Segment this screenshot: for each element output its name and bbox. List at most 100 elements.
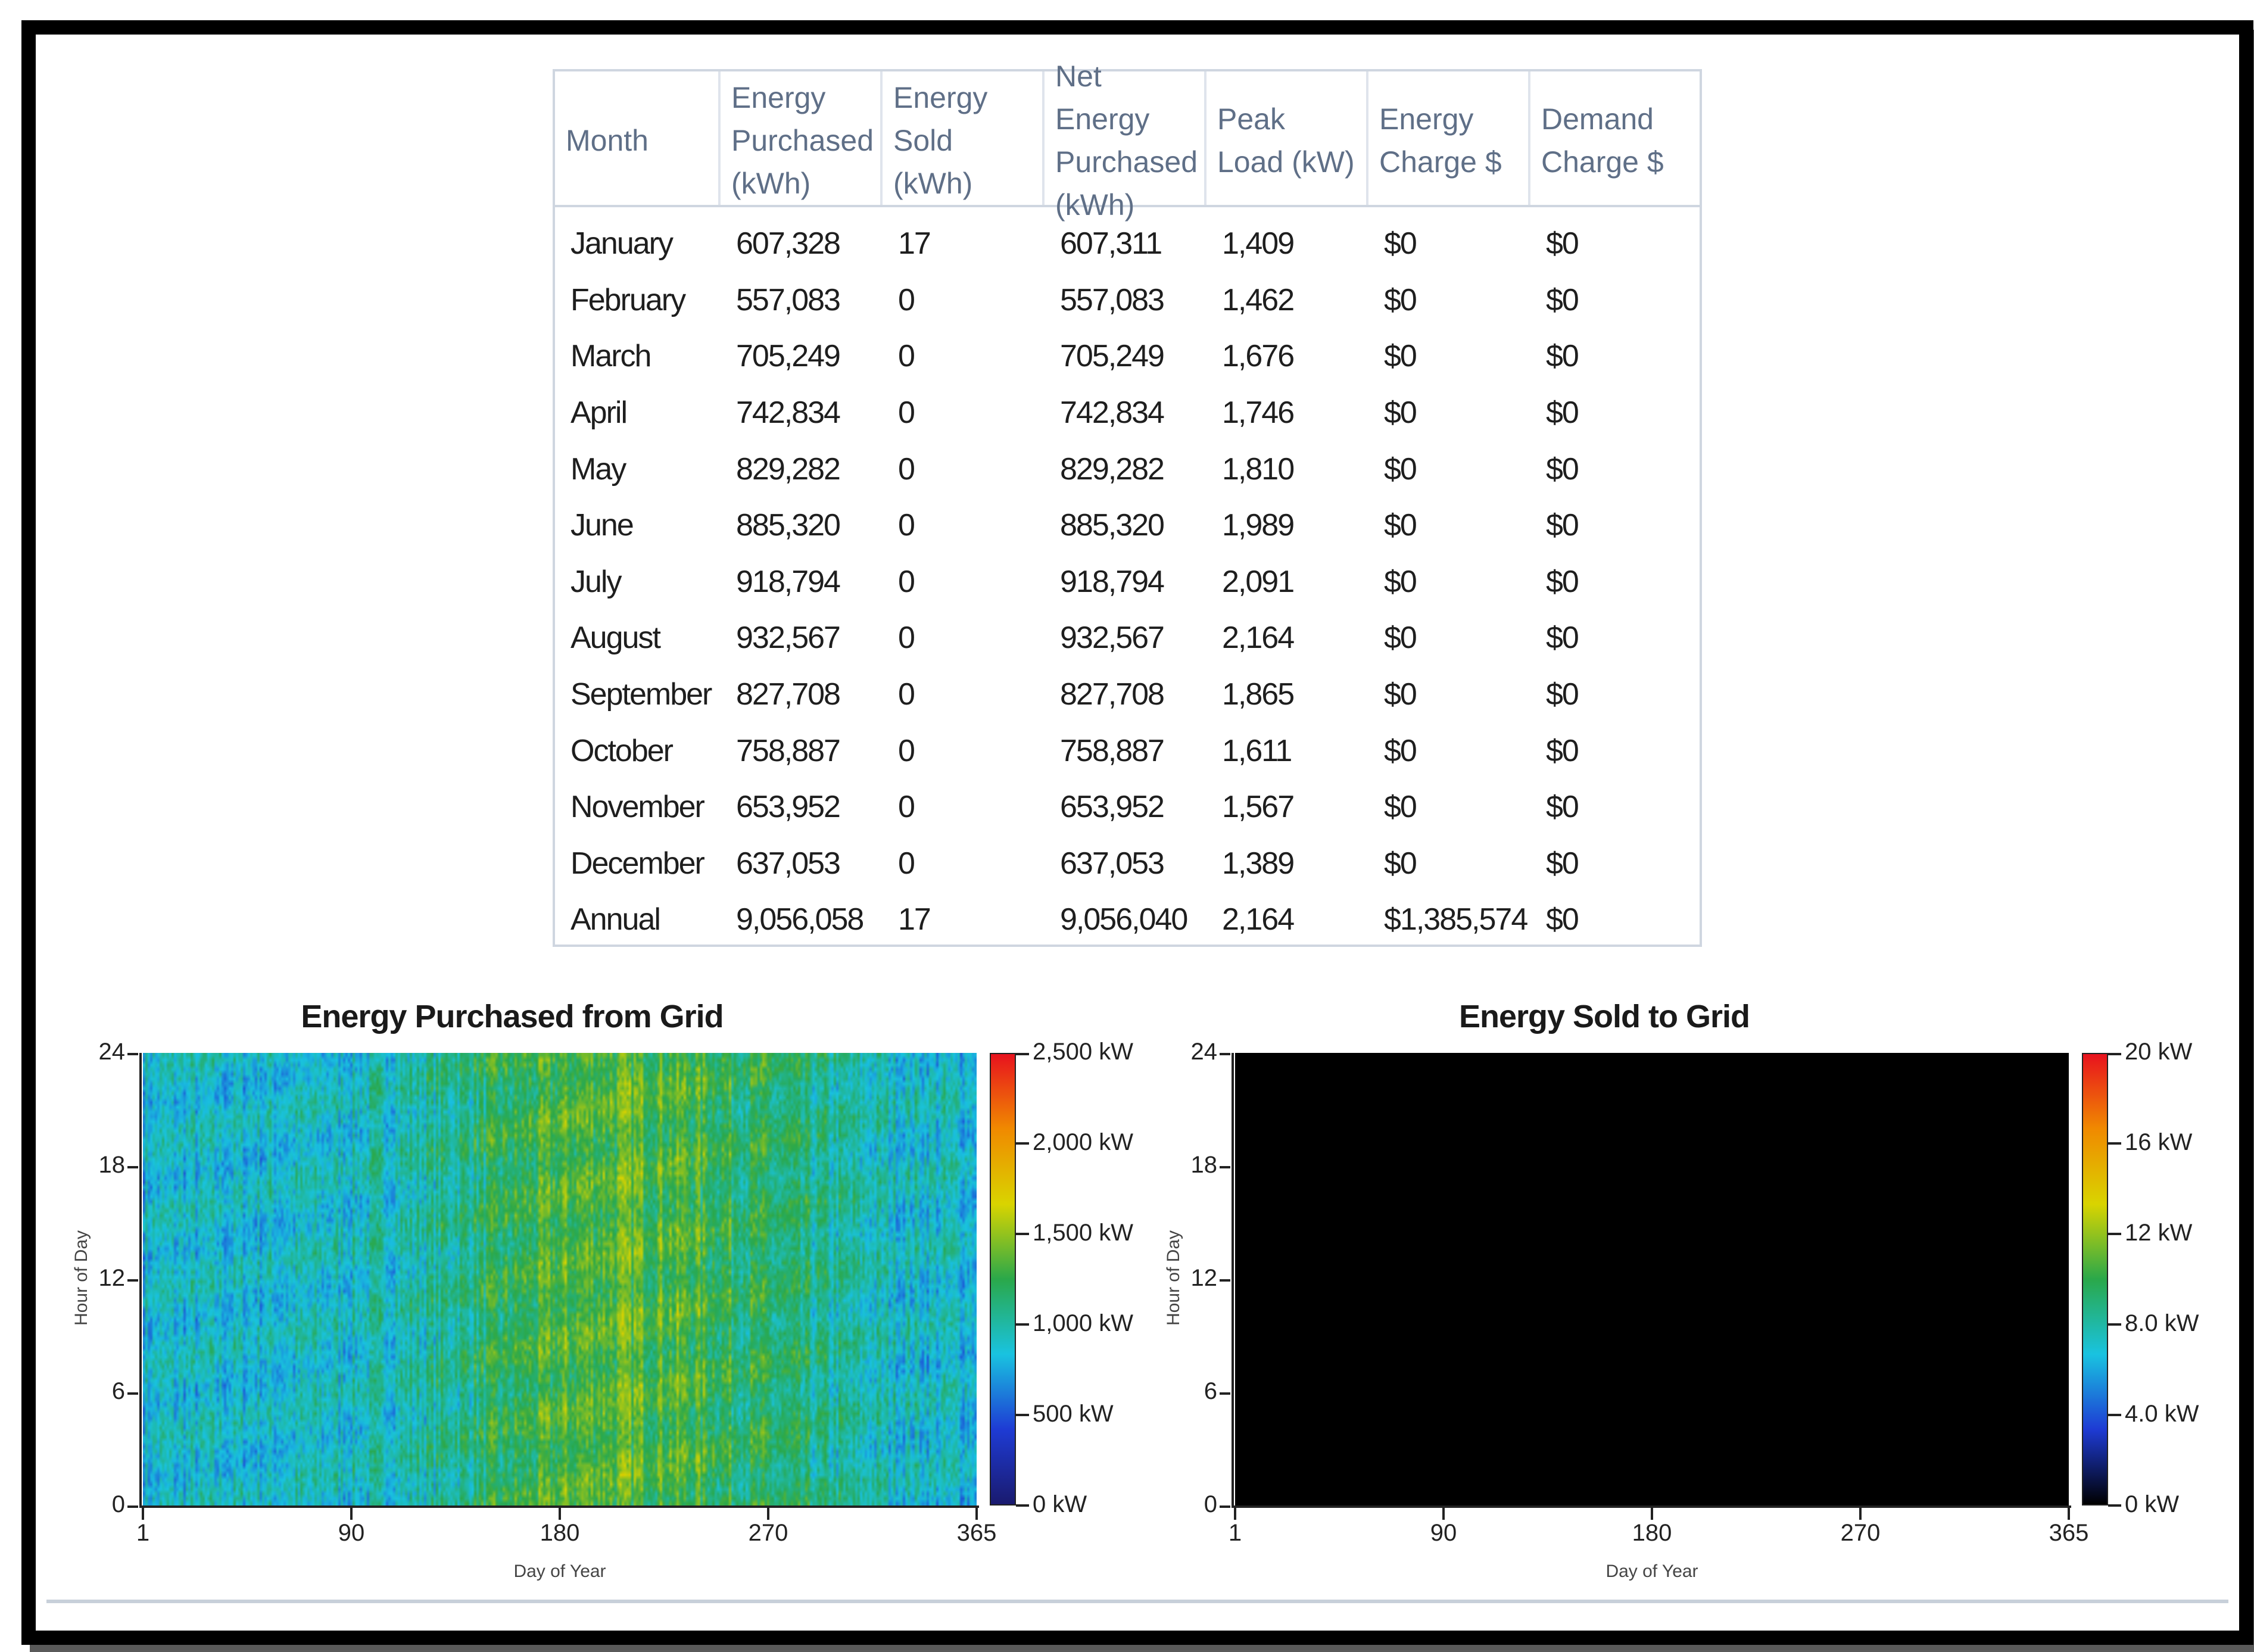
table-cell: $0 [1384, 508, 1417, 543]
column-header[interactable]: Demand Charge $ [1541, 102, 1664, 179]
table-cell: 1,611 [1222, 733, 1292, 768]
table-cell: $0 [1546, 621, 1579, 656]
x-axis-label: Day of Year [513, 1561, 606, 1581]
x-tick-mark [142, 1505, 144, 1520]
energy-purchased-chart: Energy Purchased from Grid 0 6 12 18 24 … [66, 998, 1137, 1606]
x-tick-mark [1442, 1505, 1445, 1520]
heatmap-plot[interactable] [143, 1053, 977, 1505]
x-tick-label: 180 [540, 1520, 580, 1546]
table-cell: 2,164 [1222, 621, 1295, 656]
table-row[interactable]: March 705,249 0 705,249 1,676 $0 $0 [555, 328, 1700, 385]
bottom-divider [46, 1600, 2228, 1603]
table-cell: 742,834 [1060, 395, 1165, 431]
table-body: January 607,328 17 607,311 1,409 $0 $0 February… [555, 207, 1700, 948]
table-cell: $0 [1384, 451, 1417, 487]
table-cell: 9,056,058 [736, 902, 864, 937]
x-tick-label: 270 [1840, 1520, 1881, 1546]
window-frame: Month Energy Purchased (kWh) Energy Sold… [21, 20, 2253, 1645]
table-cell: $0 [1384, 733, 1417, 768]
y-tick-label: 18 [1158, 1152, 1232, 1179]
colorbar [990, 1053, 1016, 1505]
column-header[interactable]: Peak Load (kW) [1207, 71, 1368, 205]
colorbar-tick [2108, 1233, 2121, 1235]
table-cell: 1,389 [1222, 846, 1295, 881]
table-row[interactable]: December 637,053 0 637,053 1,389 $0 $0 [555, 836, 1700, 892]
heatmap-fill [1235, 1053, 2069, 1505]
colorbar-label: 0 kW [1033, 1491, 1087, 1517]
y-axis [1232, 1053, 1234, 1508]
colorbar-label: 1,000 kW [1033, 1310, 1133, 1336]
y-tick-label: 24 [1158, 1039, 1232, 1065]
table-cell: November [570, 790, 705, 825]
column-header[interactable]: Net Energy Purchased (kWh) [1045, 60, 1207, 222]
x-tick-mark [1234, 1505, 1236, 1520]
table-row[interactable]: November 653,952 0 653,952 1,567 $0 $0 [555, 779, 1700, 836]
column-header[interactable]: Energy Purchased (kWh) [721, 71, 883, 205]
table-cell: $0 [1546, 282, 1579, 317]
colorbar-label: 12 kW [2125, 1220, 2193, 1246]
y-tick-label: 6 [66, 1378, 139, 1405]
heatmap-plot[interactable] [1235, 1053, 2069, 1505]
column-header[interactable]: Energy Sold (kWh) [883, 71, 1045, 205]
table-row[interactable]: April 742,834 0 742,834 1,746 $0 $0 [555, 385, 1700, 441]
table-row[interactable]: June 885,320 0 885,320 1,989 $0 $0 [555, 497, 1700, 554]
y-tick-label: 12 [66, 1265, 139, 1292]
table-cell: $0 [1546, 564, 1579, 599]
y-tick-label: 0 [66, 1491, 139, 1518]
table-cell: 0 [898, 508, 915, 543]
table-row[interactable]: February 557,083 0 557,083 1,462 $0 $0 [555, 272, 1700, 329]
table-cell: $0 [1546, 902, 1579, 937]
column-header[interactable]: Month [555, 71, 721, 205]
table-cell: September [570, 677, 712, 712]
table-cell: 932,567 [736, 621, 841, 656]
colorbar-tick [1016, 1053, 1029, 1055]
table-cell: $0 [1384, 395, 1417, 431]
table-cell: January [570, 226, 674, 261]
table-header: Month Energy Purchased (kWh) Energy Sold… [555, 60, 1700, 222]
table-cell: $1,385,574 [1384, 902, 1528, 937]
table-cell: 653,952 [736, 790, 841, 825]
table-cell: $0 [1384, 846, 1417, 881]
colorbar-tick [2108, 1323, 2121, 1326]
table-cell: 557,083 [736, 282, 841, 317]
table-cell: 637,053 [1060, 846, 1165, 881]
table-cell: May [570, 451, 626, 487]
table-row[interactable]: September 827,708 0 827,708 1,865 $0 $0 [555, 666, 1700, 723]
table-cell: $0 [1384, 621, 1417, 656]
table-cell: 918,794 [736, 564, 841, 599]
x-tick-mark [559, 1505, 561, 1520]
y-tick-label: 12 [1158, 1265, 1232, 1292]
table-row[interactable]: October 758,887 0 758,887 1,611 $0 $0 [555, 722, 1700, 779]
table-cell: 1,567 [1222, 790, 1295, 825]
table-cell: 885,320 [1060, 508, 1165, 543]
table-cell: 0 [898, 451, 915, 487]
table-cell: March [570, 339, 651, 374]
table-cell: $0 [1384, 790, 1417, 825]
table-cell: 918,794 [1060, 564, 1165, 599]
table-row[interactable]: August 932,567 0 932,567 2,164 $0 $0 [555, 610, 1700, 666]
table-cell: 0 [898, 339, 915, 374]
table-cell: $0 [1546, 677, 1579, 712]
x-tick-label: 365 [2049, 1520, 2089, 1546]
table-row[interactable]: Annual 9,056,058 17 9,056,040 2,164 $1,385,57… [555, 892, 1700, 948]
table-cell: 2,091 [1222, 564, 1295, 599]
table-cell: February [570, 282, 686, 317]
table-cell: 637,053 [736, 846, 841, 881]
colorbar-label: 16 kW [2125, 1129, 2193, 1155]
x-tick-mark [1651, 1505, 1653, 1520]
colorbar-label: 1,500 kW [1033, 1220, 1133, 1246]
table-cell: $0 [1384, 282, 1417, 317]
colorbar-tick [1016, 1233, 1029, 1235]
table-row[interactable]: July 918,794 0 918,794 2,091 $0 $0 [555, 554, 1700, 610]
table-cell: 829,282 [1060, 451, 1165, 487]
table-cell: June [570, 508, 634, 543]
table-cell: 0 [898, 733, 915, 768]
table-cell: 932,567 [1060, 621, 1165, 656]
table-cell: 557,083 [1060, 282, 1165, 317]
table-cell: $0 [1546, 395, 1579, 431]
table-row[interactable]: May 829,282 0 829,282 1,810 $0 $0 [555, 441, 1700, 497]
table-cell: $0 [1546, 846, 1579, 881]
table-cell: December [570, 846, 705, 881]
column-header[interactable]: Energy Charge $ [1368, 71, 1530, 205]
table-row[interactable]: January 607,328 17 607,311 1,409 $0 $0 [555, 216, 1700, 272]
